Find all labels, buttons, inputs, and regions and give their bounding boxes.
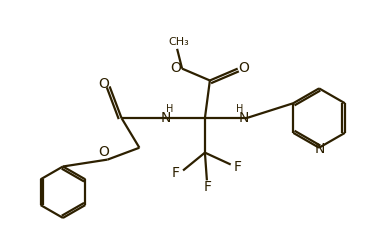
Text: F: F xyxy=(172,166,180,180)
Text: CH₃: CH₃ xyxy=(169,37,190,47)
Text: F: F xyxy=(234,160,242,174)
Text: H: H xyxy=(166,104,174,114)
Text: N: N xyxy=(315,142,325,156)
Text: N: N xyxy=(239,111,249,125)
Text: H: H xyxy=(236,104,243,114)
Text: O: O xyxy=(238,61,249,75)
Text: O: O xyxy=(98,77,109,91)
Text: F: F xyxy=(204,180,212,194)
Text: O: O xyxy=(171,61,181,75)
Text: N: N xyxy=(161,111,171,125)
Text: O: O xyxy=(98,145,109,159)
